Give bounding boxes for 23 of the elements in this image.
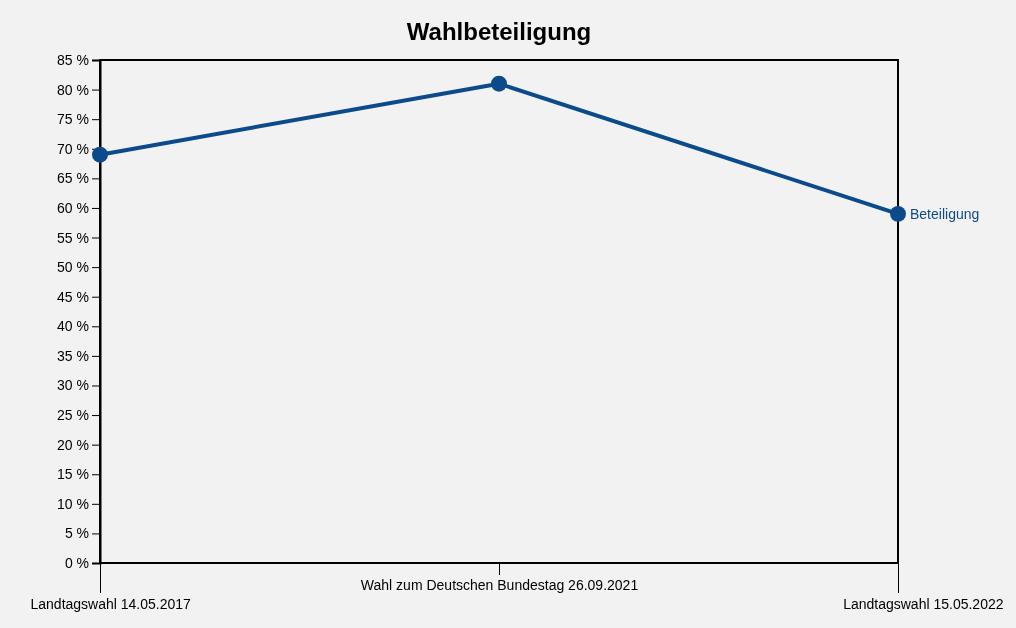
x-tick-label: Wahl zum Deutschen Bundestag 26.09.2021: [360, 577, 639, 594]
y-tick-label: 35 %: [57, 347, 89, 364]
y-tick-label: 65 %: [57, 170, 89, 187]
series-label: Beteiligung: [910, 205, 980, 222]
y-tick-label: 20 %: [57, 436, 89, 453]
y-tick-label: 85 %: [57, 51, 89, 68]
x-tick-label: Landtagswahl 14.05.2017: [30, 595, 192, 612]
y-tick-label: 55 %: [57, 229, 89, 246]
y-tick-label: 5 %: [64, 525, 89, 542]
y-tick-label: 10 %: [57, 495, 89, 512]
y-tick-label: 80 %: [57, 81, 89, 98]
y-tick-label: 40 %: [57, 318, 89, 335]
y-tick-label: 75 %: [57, 111, 89, 128]
y-tick-label: 0 %: [64, 554, 89, 571]
y-tick-label: 25 %: [57, 407, 89, 424]
y-tick-label: 45 %: [57, 288, 89, 305]
y-tick-label: 70 %: [57, 140, 89, 157]
x-tick-label: Landtagswahl 15.05.2022: [843, 595, 1004, 612]
y-tick-label: 30 %: [57, 377, 89, 394]
chart-title: Wahlbeteiligung: [406, 18, 592, 45]
y-tick-label: 15 %: [57, 466, 89, 483]
y-tick-label: 50 %: [57, 259, 89, 276]
y-tick-label: 60 %: [57, 199, 89, 216]
